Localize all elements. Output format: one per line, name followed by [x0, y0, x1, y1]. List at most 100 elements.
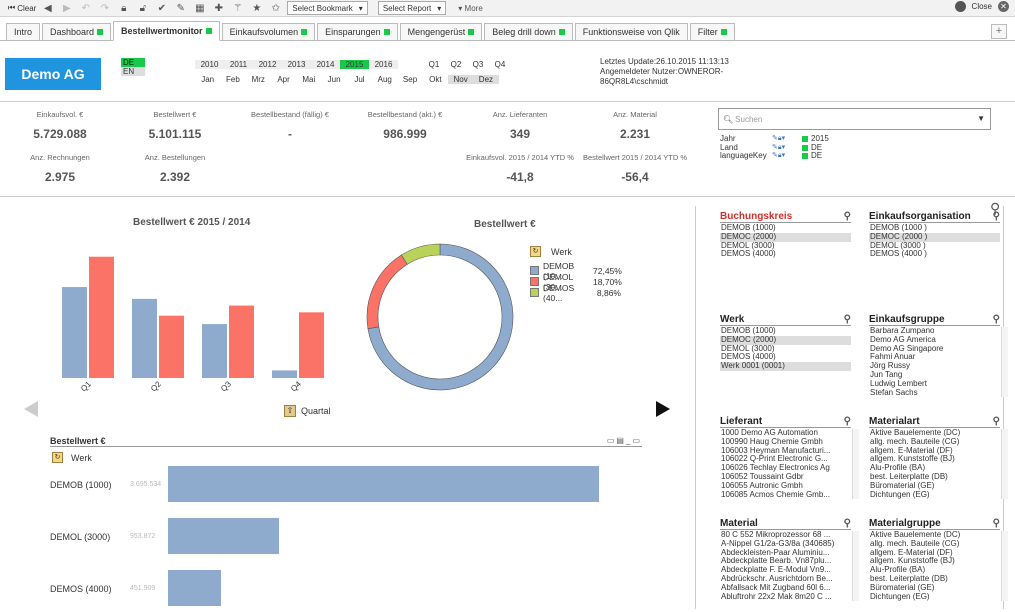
listbox-item[interactable]: Stefan Sachs — [870, 388, 918, 397]
month-item[interactable]: Okt — [429, 75, 442, 84]
listbox-item[interactable]: DEMOL (3000) — [721, 344, 775, 353]
month-item[interactable]: Feb — [226, 75, 240, 84]
legend-item[interactable]: DEMOS (40... 8,86% — [530, 283, 621, 303]
listbox-item[interactable]: Abdeckplatte F. E-Modul Vn9... — [721, 566, 831, 575]
tab-6[interactable]: Beleg drill down — [484, 23, 573, 40]
listbox-scrollbar[interactable] — [852, 429, 859, 500]
search-icon[interactable]: ⚲ — [843, 416, 851, 427]
quarter-bar-chart[interactable]: Q1 Q2 Q3 Q4 — [40, 238, 340, 403]
listbox-item[interactable]: 106026 Techlay Electronics Ag — [721, 464, 830, 473]
month-item[interactable]: Jan — [201, 75, 215, 84]
quarter-item[interactable]: Q3 — [472, 60, 484, 69]
prev-arrow-icon[interactable] — [24, 401, 38, 417]
listbox-item[interactable]: allgem. Kunststoffe (BJ) — [870, 557, 955, 566]
listbox-item[interactable]: Alu-Profile (BA) — [870, 566, 926, 575]
listbox-item[interactable]: DEMOB (1000) — [721, 224, 776, 232]
tab-5[interactable]: Mengengerüst — [399, 23, 483, 40]
listbox-item[interactable]: Aktive Bauelemente (DC) — [870, 429, 961, 437]
werk-bar[interactable] — [168, 466, 599, 502]
werk-bar[interactable] — [168, 518, 280, 554]
listbox-item[interactable]: Dichtungen (EG) — [870, 592, 930, 601]
werk-donut-chart[interactable] — [360, 237, 520, 397]
search-icon[interactable]: ⚲ — [843, 211, 851, 222]
year-item[interactable]: 2012 — [253, 60, 282, 69]
listbox-scrollbar[interactable] — [1001, 429, 1008, 500]
search-icon[interactable]: ⚲ — [843, 518, 851, 529]
listbox-item[interactable]: allgem. E-Material (DF) — [870, 548, 953, 557]
month-item[interactable]: Nov — [447, 75, 474, 84]
werk-bar[interactable] — [168, 570, 221, 606]
listbox-item[interactable]: 106055 Autronic Gmbh — [721, 481, 803, 490]
tab-1[interactable]: Dashboard — [42, 23, 112, 40]
listbox-item[interactable]: DEMOL (3000 ) — [870, 241, 926, 250]
listbox-item[interactable]: allg. mech. Bauteile (CG) — [870, 437, 960, 446]
month-item[interactable]: Dez — [473, 75, 499, 84]
listbox-item[interactable]: allgem. Kunststoffe (BJ) — [870, 455, 955, 464]
next-arrow-icon[interactable] — [656, 401, 670, 417]
selection-tools-icon[interactable]: ✎🔒︎▾ — [772, 152, 786, 159]
selection-tools-icon[interactable]: ✎🔒︎▾ — [772, 143, 786, 151]
bar-Q4-series1[interactable] — [299, 312, 324, 378]
clear-button[interactable]: ⏮ Clear — [4, 1, 40, 16]
listbox-item[interactable]: Werk 0001 (0001) — [720, 362, 851, 371]
listbox-item[interactable]: Fahmi Anuar — [870, 353, 916, 362]
listbox-item[interactable]: A-Nippel G1/2a-G3/8a (340685) — [721, 539, 835, 548]
bookmark-star-icon[interactable]: ★ — [252, 2, 262, 14]
tab-7[interactable]: Funktionsweise von Qlik — [574, 23, 688, 40]
quartal-dimension[interactable]: ⇧ Quartal — [284, 405, 331, 417]
listbox-item[interactable]: 1000 Demo AG Automation — [721, 429, 818, 437]
tab-2[interactable]: Bestellwertmonitor — [113, 21, 220, 41]
donut-slice[interactable] — [366, 254, 408, 330]
month-item[interactable]: Jun — [327, 75, 341, 84]
listbox-scrollbar[interactable] — [852, 531, 859, 602]
search-input[interactable]: 🔍︎ Suchen ▼ — [718, 108, 991, 130]
add-icon[interactable]: ✚ — [214, 2, 224, 14]
listbox-item[interactable]: 100990 Haug Chemie Gmbh — [721, 437, 823, 446]
selection-tools-icon[interactable]: ✎🔒︎▾ — [772, 135, 786, 142]
listbox-item[interactable]: allgem. E-Material (DF) — [870, 446, 953, 455]
listbox-item[interactable]: Aktive Bauelemente (DC) — [870, 531, 961, 539]
month-item[interactable]: Mai — [302, 75, 316, 84]
bar-Q3-series1[interactable] — [229, 305, 254, 378]
listbox-item[interactable]: DEMOS (4000 ) — [870, 250, 927, 259]
lock-icon[interactable]: 🔒︎ — [121, 2, 127, 14]
quarter-item[interactable]: Q2 — [450, 60, 462, 69]
listbox-item[interactable]: Büromaterial (GE) — [870, 583, 935, 592]
listbox-item[interactable]: DEMOC (2000 ) — [869, 232, 1000, 242]
month-item[interactable]: Jul — [354, 75, 365, 84]
listbox-item[interactable]: 106022 Q-Print Electronic G... — [721, 455, 828, 464]
listbox-item[interactable]: Demo AG Singapore — [870, 344, 944, 353]
redo-icon[interactable]: ↷ — [100, 2, 110, 14]
bookmark-select[interactable]: Select Bookmark ▾ — [287, 1, 368, 15]
quarter-item[interactable]: Q4 — [494, 60, 506, 69]
month-item[interactable]: Apr — [277, 75, 290, 84]
listbox-item[interactable]: DEMOC (2000) — [720, 335, 851, 345]
listbox-item[interactable]: DEMOB (1000) — [721, 327, 776, 335]
unlock-icon[interactable]: 🔓︎ — [139, 2, 147, 14]
report-icon[interactable]: ▦ — [195, 2, 205, 14]
listbox-item[interactable]: 80 C 552 Mikroprozessor 68 ... — [721, 531, 831, 539]
listbox-item[interactable]: Büromaterial (GE) — [870, 481, 935, 490]
listbox-scrollbar[interactable] — [1001, 327, 1008, 398]
listbox-item[interactable]: Jörg Russy — [870, 362, 911, 371]
server-icon[interactable] — [954, 1, 966, 12]
listbox-item[interactable]: 106052 Toussaint Gdbr — [721, 472, 804, 481]
search-icon[interactable]: ⚲ — [992, 211, 1000, 222]
listbox-item[interactable]: allg. mech. Bauteile (CG) — [870, 539, 960, 548]
listbox-item[interactable]: Abdeckleisten-Paar Aluminiu... — [721, 548, 830, 557]
month-item[interactable]: Aug — [377, 75, 392, 84]
close-label[interactable]: Close — [971, 2, 992, 11]
tab-0[interactable]: Intro — [6, 23, 41, 40]
wand-icon[interactable]: ⚚ — [233, 2, 243, 14]
bar-Q3-series0[interactable] — [202, 324, 227, 378]
werk-dimension[interactable]: ↻ Werk — [52, 452, 92, 463]
listbox-item[interactable]: Abdeckplatte Bearb. Vn87plu... — [721, 557, 832, 566]
listbox-item[interactable]: Dichtungen (EG) — [870, 490, 930, 499]
listbox-item[interactable]: Jun Tang — [870, 370, 903, 379]
quarter-item[interactable]: Q1 — [428, 60, 440, 69]
bookmark-remove-icon[interactable]: ✩ — [271, 2, 281, 14]
listbox-item[interactable]: best. Leiterplatte (DB) — [870, 472, 948, 481]
year-item[interactable]: 2014 — [311, 60, 340, 69]
listbox-item[interactable]: Alu-Profile (BA) — [870, 464, 926, 473]
listbox-item[interactable]: DEMOS (4000) — [721, 353, 776, 362]
